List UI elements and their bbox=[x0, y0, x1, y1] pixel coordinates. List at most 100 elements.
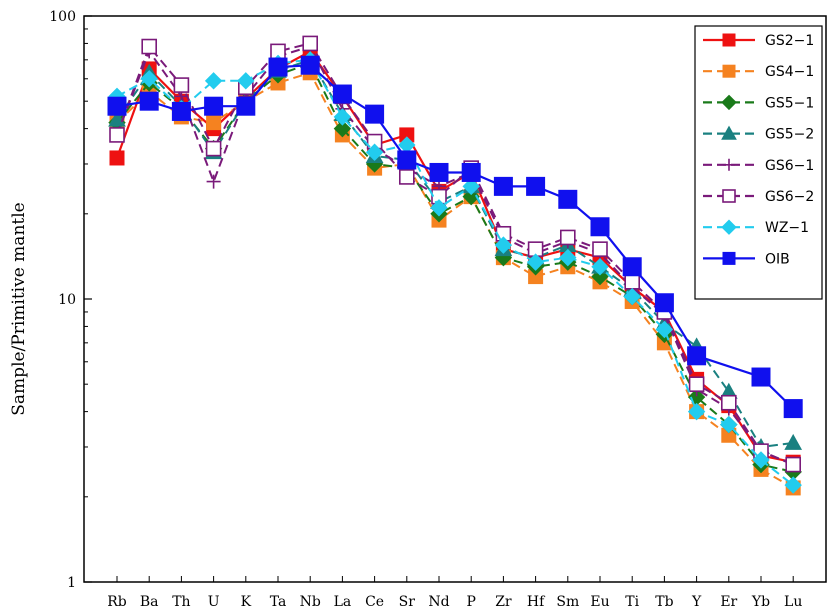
data-point bbox=[204, 72, 223, 90]
x-tick-label: Tb bbox=[655, 594, 673, 610]
x-tick-label: Hf bbox=[527, 594, 546, 610]
series-line bbox=[116, 71, 794, 489]
legend-label: GS5−2 bbox=[765, 127, 814, 143]
data-point bbox=[687, 346, 707, 366]
axes: 1 10 100 Sample/Primitive mantle Rb Ba Th U K Ta N… bbox=[9, 9, 827, 610]
data-point bbox=[622, 257, 642, 277]
legend-item: GS2−1 bbox=[703, 33, 814, 49]
data-point bbox=[751, 367, 771, 387]
legend-label: GS4−1 bbox=[765, 64, 814, 80]
data-point bbox=[721, 125, 737, 140]
x-tick-label: Sr bbox=[399, 594, 416, 610]
data-point bbox=[784, 433, 803, 450]
series-layer bbox=[107, 35, 803, 496]
data-point bbox=[171, 101, 191, 121]
x-tick-label: Yb bbox=[751, 594, 770, 610]
data-point bbox=[784, 476, 802, 494]
x-tick-label: Ba bbox=[140, 594, 159, 610]
data-point bbox=[558, 189, 578, 209]
legend-item: WZ−1 bbox=[703, 219, 809, 236]
x-tick-label: Sm bbox=[556, 594, 579, 610]
legend-item: GS4−1 bbox=[703, 64, 814, 80]
y-tick-label: 100 bbox=[49, 9, 76, 25]
legend-label: GS5−1 bbox=[765, 95, 814, 111]
data-point bbox=[109, 127, 125, 143]
legend-item: OIB bbox=[703, 251, 790, 267]
data-point bbox=[655, 320, 674, 339]
data-point bbox=[559, 248, 577, 267]
data-point bbox=[236, 96, 256, 116]
data-point bbox=[722, 251, 736, 265]
series-line bbox=[116, 58, 794, 449]
data-point bbox=[204, 96, 224, 116]
data-point bbox=[559, 229, 576, 246]
data-point bbox=[461, 162, 481, 182]
x-tick-label: P bbox=[466, 594, 475, 610]
x-tick-label: Er bbox=[720, 594, 737, 610]
data-point bbox=[752, 451, 770, 469]
x-tick-label: Th bbox=[172, 594, 190, 610]
y-tick-label: 1 bbox=[67, 575, 76, 591]
data-point bbox=[302, 35, 319, 52]
data-point bbox=[590, 217, 610, 237]
data-point bbox=[494, 236, 513, 254]
data-point bbox=[429, 162, 449, 182]
data-point bbox=[688, 376, 705, 392]
data-point bbox=[592, 241, 608, 257]
x-tick-label: K bbox=[241, 594, 252, 610]
legend-item: GS5−1 bbox=[703, 94, 814, 111]
y-axis-title: Sample/Primitive mantle bbox=[9, 202, 29, 415]
data-point bbox=[526, 176, 546, 196]
series-line bbox=[116, 62, 794, 473]
data-point bbox=[721, 219, 737, 235]
data-point bbox=[624, 274, 641, 290]
legend-item: GS6−1 bbox=[703, 158, 814, 174]
data-point bbox=[205, 140, 222, 157]
legend-label: OIB bbox=[765, 251, 790, 267]
data-point bbox=[206, 115, 222, 131]
x-tick-label: U bbox=[208, 594, 220, 610]
x-tick-label: Y bbox=[691, 594, 702, 610]
legend-label: GS6−2 bbox=[765, 189, 814, 205]
data-point bbox=[493, 176, 513, 196]
data-point bbox=[462, 177, 480, 196]
data-point bbox=[365, 104, 385, 124]
data-point bbox=[107, 96, 127, 116]
x-tick-label: Nb bbox=[300, 594, 321, 610]
data-point bbox=[723, 158, 735, 171]
data-point bbox=[332, 84, 352, 104]
data-point bbox=[783, 399, 803, 419]
data-point bbox=[333, 119, 352, 138]
data-point bbox=[720, 394, 737, 411]
legend: GS2−1 GS4−1 GS5−1 GS5−2 GS6−1 GS6−2 WZ−1 OIB bbox=[694, 25, 823, 300]
data-point bbox=[722, 33, 736, 47]
legend-item: GS6−2 bbox=[703, 189, 814, 205]
data-point bbox=[623, 287, 641, 306]
data-point bbox=[591, 258, 609, 276]
data-point bbox=[237, 72, 255, 90]
series-line bbox=[116, 45, 794, 466]
data-point bbox=[206, 174, 221, 189]
x-tick-label: Ti bbox=[625, 594, 639, 610]
legend-label: GS6−1 bbox=[765, 158, 814, 174]
data-point bbox=[430, 199, 448, 217]
series-OIB bbox=[107, 55, 803, 419]
legend-box bbox=[694, 25, 823, 300]
data-point bbox=[139, 91, 159, 111]
x-tick-label: Lu bbox=[784, 594, 802, 610]
data-point bbox=[722, 189, 736, 203]
x-tick-label: La bbox=[334, 594, 352, 610]
data-point bbox=[720, 415, 738, 434]
data-point bbox=[397, 150, 417, 170]
data-point bbox=[722, 64, 736, 78]
x-tick-label: Eu bbox=[590, 594, 609, 610]
data-point bbox=[333, 108, 352, 126]
data-point bbox=[268, 57, 288, 77]
data-point bbox=[785, 456, 802, 473]
x-tick-label: Rb bbox=[107, 594, 127, 610]
data-point bbox=[141, 38, 157, 55]
legend-item: GS5−2 bbox=[703, 125, 814, 143]
data-point bbox=[300, 55, 320, 75]
